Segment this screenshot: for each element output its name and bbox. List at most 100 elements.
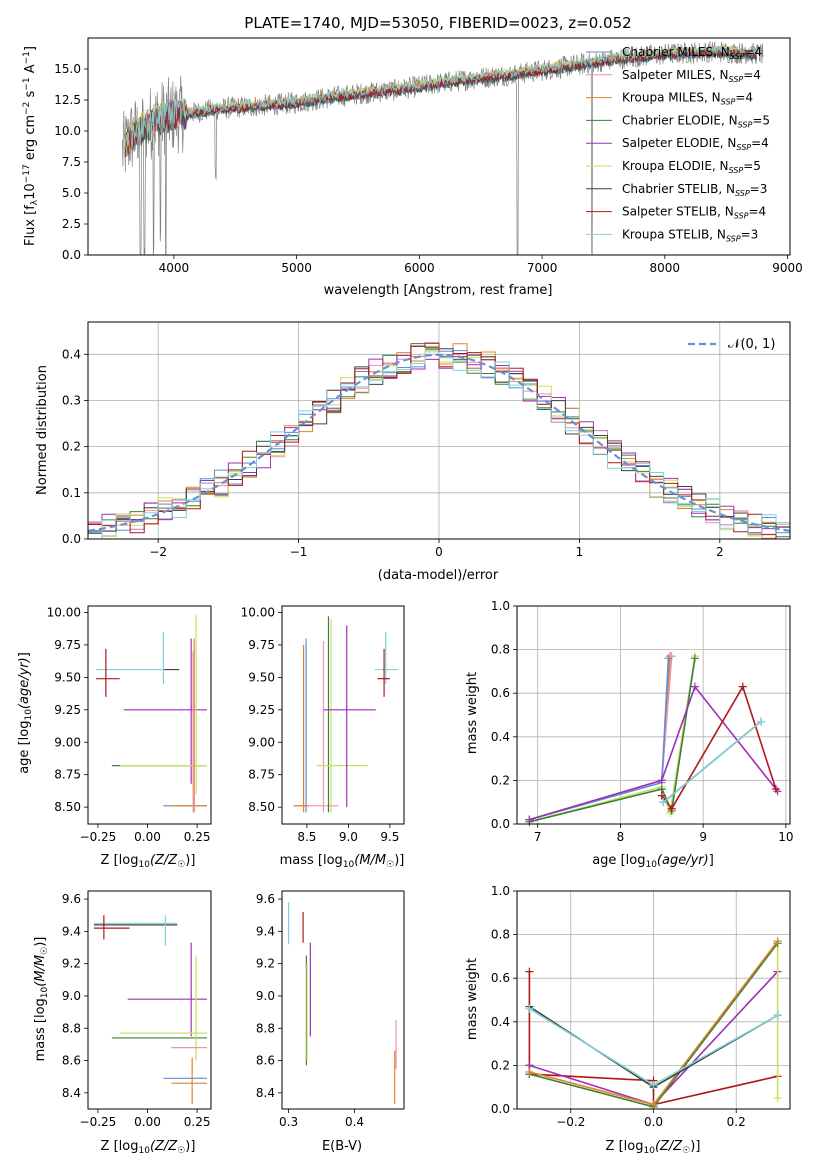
weight-marker-salpeter_elodie	[690, 682, 699, 691]
mass-vs-ebv-plot-area: 0.3 0.4 8.4 8.6 8.8 9.0 9.2 9.4 9.6	[256, 890, 405, 1129]
spectrum-ylabel: Flux [fλ10−17 erg cm−2 s−1 A−1]	[22, 46, 40, 246]
weight-marker-kroupa_stelib	[757, 717, 766, 726]
mass-weight-vs-age-xlabel: age [log10(age/yr)]	[592, 853, 714, 870]
weight-marker-salpeter_stelib	[738, 682, 747, 691]
weight-marker-salpeter_stelib	[525, 967, 534, 976]
legend-label-salpeter_miles: Salpeter MILES, NSSP=4	[622, 68, 761, 84]
y-tick-label: 9.4	[256, 924, 275, 938]
y-tick-label: 8.50	[248, 800, 275, 814]
y-tick-label: 8.75	[54, 768, 81, 782]
weight-marker-salpeter_stelib	[771, 785, 780, 794]
weight-line-salpeter_elodie	[529, 685, 779, 821]
y-tick-label: 7.5	[62, 155, 81, 169]
spectrum-plot-area: 4000 5000 6000 7000 8000 9000 0.0 2.5 5.0 7.5 10.0…	[54, 37, 803, 275]
y-tick-label: 9.2	[62, 957, 81, 971]
y-tick-label: 0.1	[62, 486, 81, 500]
legend-value: =4	[744, 45, 762, 59]
axes-frame	[87, 890, 212, 1110]
y-tick-label: 0.2	[491, 773, 510, 787]
y-tick-label: 8.6	[256, 1054, 275, 1068]
x-tick-label: 0.25	[184, 1115, 211, 1129]
y-tick-label: 0.4	[491, 1015, 510, 1029]
spectrum-title: PLATE=1740, MJD=53050, FIBERID=0023, z=0…	[244, 14, 631, 32]
y-tick-label: 0.0	[491, 1102, 510, 1116]
weight-marker-kroupa_elodie	[773, 1094, 782, 1103]
legend-label-salpeter_elodie: Salpeter ELODIE, NSSP=4	[622, 136, 769, 152]
legend-subscript: SSP	[721, 98, 736, 107]
x-tick-label: 0	[435, 545, 443, 559]
normal-curve	[88, 353, 790, 532]
mass-weight-vs-Z-plot-area: −0.2 0.0 0.2 0.0 0.2 0.4 0.6 0.8 1.0	[491, 884, 791, 1129]
legend-value: =5	[752, 113, 770, 127]
x-tick-label: −2	[149, 545, 167, 559]
y-tick-label: 8.50	[54, 800, 81, 814]
y-tick-label: 9.25	[248, 703, 275, 717]
x-tick-label: 0.3	[279, 1115, 298, 1129]
y-tick-label: 9.00	[248, 735, 275, 749]
axes-frame	[281, 890, 405, 1110]
x-tick-label: 9.0	[339, 830, 358, 844]
x-tick-label: 8.5	[297, 830, 316, 844]
mass-weight-vs-age-panel: 7 8 9 10 0.0 0.2 0.4 0.6 0.8 1.0 age [log10(age/y…	[465, 599, 794, 870]
weight-marker-kroupa_miles	[649, 1100, 658, 1109]
y-tick-label: 1.0	[491, 884, 510, 898]
y-tick-label: 5.0	[62, 186, 81, 200]
x-tick-label: −0.25	[80, 830, 117, 844]
y-tick-label: 8.75	[248, 768, 275, 782]
y-tick-label: 10.00	[241, 605, 275, 619]
legend-label-kroupa_stelib: Kroupa STELIB, NSSP=3	[622, 227, 758, 243]
spectrum-xlabel: wavelength [Angstrom, rest frame]	[324, 283, 553, 298]
legend-value: =3	[750, 182, 768, 196]
legend-label-chabrier_stelib: Chabrier STELIB, NSSP=3	[622, 182, 767, 198]
axes-frame	[281, 605, 405, 825]
y-tick-label: 9.00	[54, 735, 81, 749]
y-tick-label: 9.75	[248, 638, 275, 652]
mass-vs-ebv-xlabel: E(B-V)	[322, 1139, 362, 1154]
y-tick-label: 9.6	[62, 892, 81, 906]
x-tick-label: 0.2	[727, 1115, 746, 1129]
weight-marker-kroupa_miles	[773, 937, 782, 946]
x-tick-label: −1	[290, 545, 308, 559]
age-vs-mass-panel: 8.5 9.0 9.5 8.50 8.75 9.00 9.25 9.50 9.75 10.00 m…	[241, 605, 405, 870]
x-tick-label: 9000	[772, 261, 803, 275]
y-tick-label: 0.0	[62, 532, 81, 546]
axes-frame	[87, 37, 791, 256]
y-tick-label: 1.0	[491, 599, 510, 613]
y-tick-label: 0.6	[491, 971, 510, 985]
weight-line-kroupa_stelib	[662, 720, 762, 803]
y-tick-label: 9.75	[54, 638, 81, 652]
x-tick-label: 1	[576, 545, 584, 559]
x-tick-label: −0.2	[556, 1115, 585, 1129]
axes-frame	[516, 605, 791, 825]
y-tick-label: 9.25	[54, 703, 81, 717]
weight-marker-chabrier_miles	[664, 654, 673, 663]
weight-marker-salpeter_stelib	[667, 804, 676, 813]
x-tick-label: 0.00	[134, 830, 161, 844]
x-tick-label: 2	[716, 545, 724, 559]
weight-marker-salpeter_stelib	[657, 791, 666, 800]
y-tick-label: 0.8	[491, 928, 510, 942]
y-tick-label: 10.00	[47, 605, 81, 619]
y-tick-label: 9.0	[62, 989, 81, 1003]
y-tick-label: 9.50	[54, 670, 81, 684]
y-tick-label: 0.4	[491, 730, 510, 744]
x-tick-label: 8	[617, 830, 625, 844]
legend-subscript: SSP	[734, 212, 749, 221]
mass-vs-Z-plot-area: −0.25 0.00 0.25 8.4 8.6 8.8 9.0 9.2 9.4 9.6	[62, 890, 212, 1129]
y-tick-label: 0.8	[491, 643, 510, 657]
axes-frame	[87, 605, 212, 825]
x-tick-label: 0.25	[184, 830, 211, 844]
mass-weight-vs-age-ylabel: mass weight	[465, 672, 480, 754]
legend-subscript: SSP	[736, 143, 751, 152]
x-tick-label: 6000	[404, 261, 435, 275]
y-tick-label: 10.0	[54, 124, 81, 138]
y-tick-label: 0.4	[62, 347, 81, 361]
residual-ylabel: Normed distribution	[35, 365, 50, 495]
y-tick-label: 0.0	[491, 817, 510, 831]
legend-label-normal: 𝒩(0, 1)	[728, 337, 775, 352]
y-tick-label: 9.4	[62, 924, 81, 938]
y-tick-label: 0.2	[491, 1058, 510, 1072]
age-vs-Z-panel: −0.25 0.00 0.25 8.50 8.75 9.00 9.25 9.50 9.75 10.…	[17, 605, 212, 870]
x-tick-label: 0.0	[644, 1115, 663, 1129]
legend-subscript: SSP	[726, 234, 741, 243]
